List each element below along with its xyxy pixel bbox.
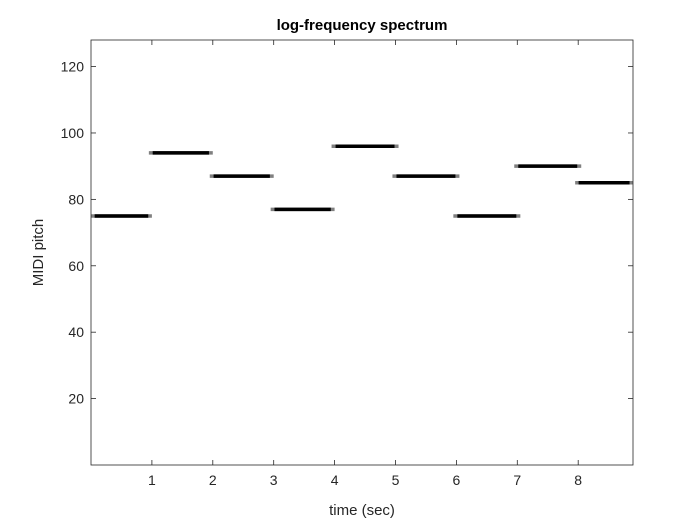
y-tick-label: 20	[68, 391, 84, 407]
axes-box	[90, 39, 634, 466]
ticks-layer: 1 2 3 4 5 6 7 8 20 40 60 80 100 120	[61, 40, 633, 488]
x-tick-label: 4	[331, 472, 339, 488]
y-tick-label: 120	[61, 59, 85, 75]
y-tick-label: 80	[68, 191, 84, 207]
y-tick-label: 40	[68, 324, 84, 340]
y-tick-label: 100	[61, 125, 85, 141]
chart-title: log-frequency spectrum	[277, 17, 448, 34]
x-axis-label: time (sec)	[329, 502, 395, 519]
x-tick-label: 1	[148, 472, 156, 488]
notes-layer	[91, 144, 633, 218]
x-tick-label: 2	[209, 472, 217, 488]
plot-area	[91, 40, 633, 465]
x-tick-label: 3	[270, 472, 278, 488]
y-tick-label: 60	[68, 258, 84, 274]
x-tick-label: 8	[574, 472, 582, 488]
x-tick-label: 7	[513, 472, 521, 488]
y-axis-label: MIDI pitch	[30, 219, 47, 287]
x-tick-label: 6	[452, 472, 460, 488]
x-tick-label: 5	[392, 472, 400, 488]
